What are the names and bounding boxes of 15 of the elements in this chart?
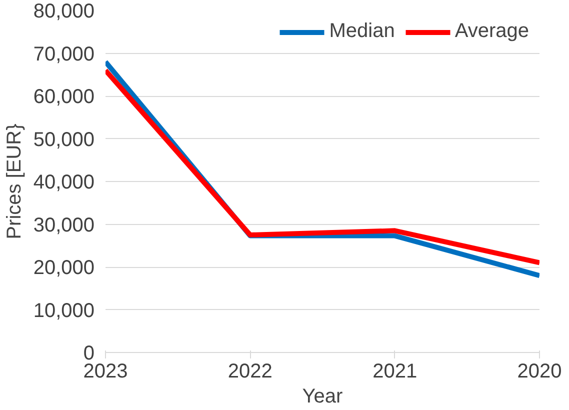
y-axis-title: Prices [EUR} (3, 123, 26, 240)
y-tick-label: 10,000 (33, 300, 94, 322)
legend-label: Average (454, 20, 529, 43)
y-tick-label: 30,000 (33, 214, 94, 236)
y-tick-label: 60,000 (33, 86, 94, 108)
x-tick-label: 2021 (372, 360, 418, 382)
y-tick-label: 50,000 (33, 128, 94, 151)
y-tick-label: 20,000 (33, 257, 94, 279)
x-tick-label: 2022 (228, 360, 272, 382)
y-tick-label: 40,000 (33, 172, 94, 194)
legend-label: Median (329, 20, 395, 43)
x-tick-label: 2020 (517, 360, 562, 382)
y-tick-label: 70,000 (33, 43, 94, 66)
y-tick-label: 80,000 (33, 0, 94, 22)
x-axis-title: Year (302, 386, 344, 408)
